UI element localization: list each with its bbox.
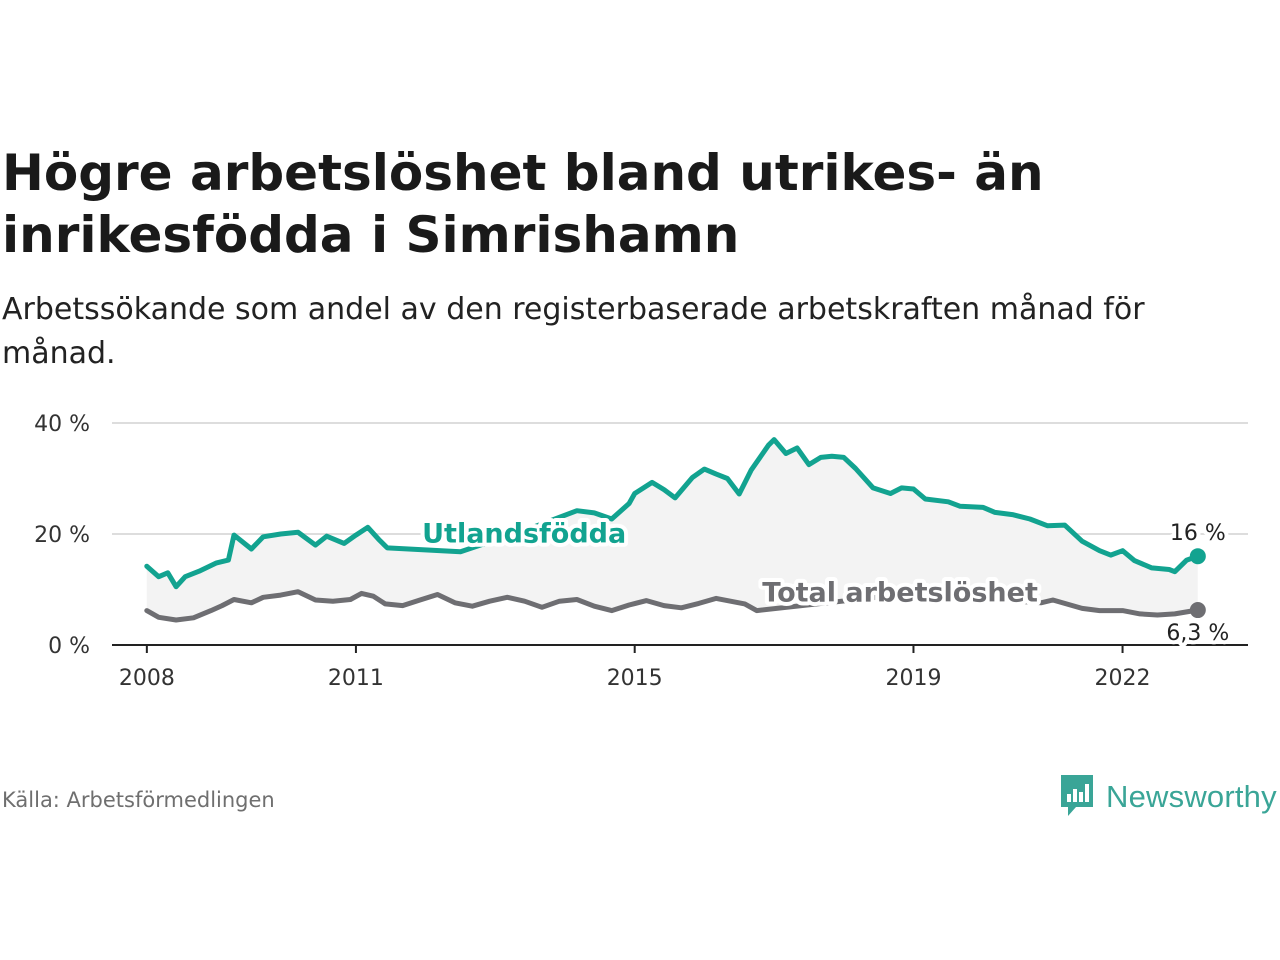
x-tick-label: 2019 [885,666,941,691]
series-line-total [144,589,1201,623]
series-line-utlandsfodda [144,437,1201,590]
series-label-utlandsfodda-halo: Utlandsfödda [422,518,626,549]
unemployment-line-chart: 2008 2011 2015 2019 2022 0 % 20 % 40 % Utlands… [34,412,1248,691]
x-tick-label: 2008 [119,666,175,691]
end-label-utlandsfodda-halo: 16 % [1170,521,1226,546]
brand-logo: Newsworthy [1058,772,1277,822]
y-tick-label: 20 % [34,523,90,548]
y-tick-label: 40 % [34,412,90,437]
page-title: Högre arbetslöshet bland utrikes- än inr… [2,144,1044,264]
series-label-total: Total arbetslöshet [762,578,1038,609]
x-tick-label: 2022 [1095,666,1151,691]
end-marker-total [1189,602,1206,619]
end-label-utlandsfodda: 16 % [1170,521,1226,546]
end-label-total: 6,3 % [1166,621,1229,646]
end-marker-utlandsfodda [1189,548,1206,565]
series-gap-band [146,439,1198,620]
source-note: Källa: Arbetsförmedlingen [2,788,275,812]
x-tick-label: 2015 [607,666,663,691]
page-subtitle: Arbetssökande som andel av den registerb… [2,292,1145,371]
end-label-total-halo: 6,3 % [1166,621,1229,646]
brand-name: Newsworthy [1106,779,1277,814]
y-tick-label: 0 % [48,634,90,659]
newsworthy-logo-icon [1058,772,1096,822]
x-tick-label: 2011 [328,666,384,691]
series-label-utlandsfodda: Utlandsfödda [422,518,626,549]
series-label-total-halo: Total arbetslöshet [762,578,1038,609]
